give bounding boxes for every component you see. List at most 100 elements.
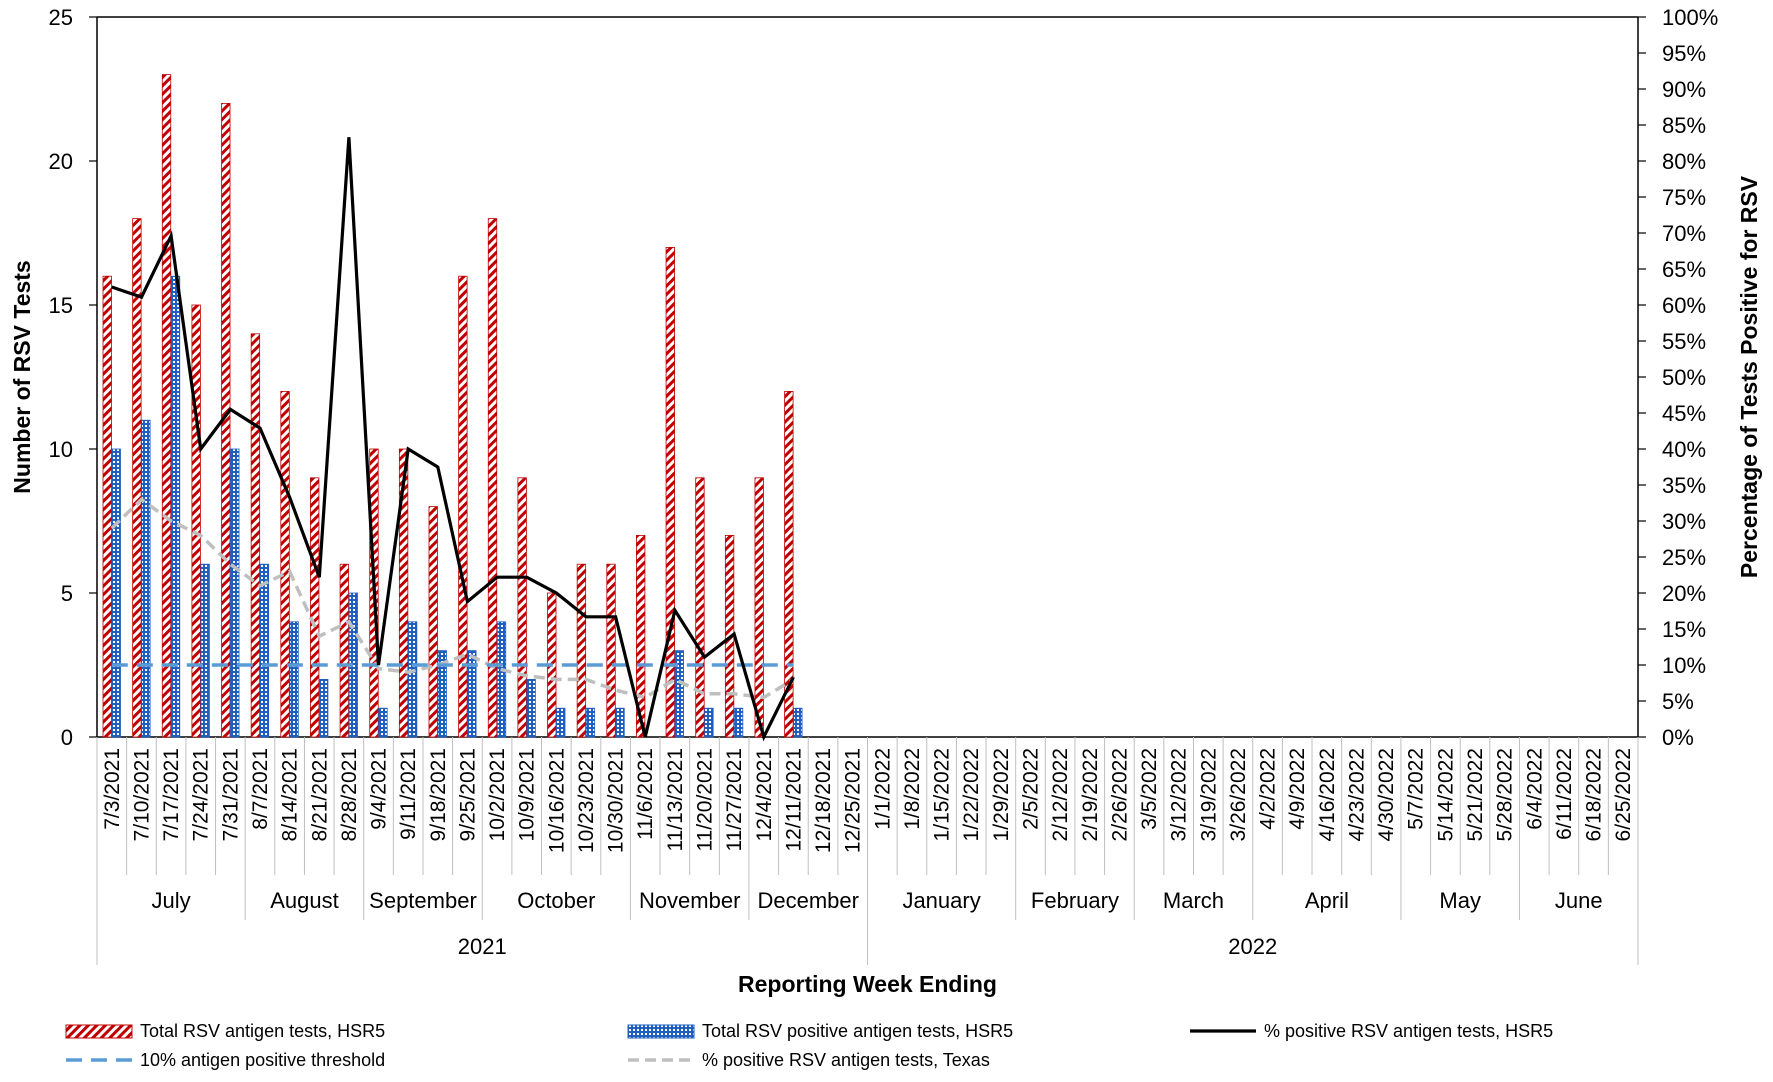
bar-total-tests: [310, 477, 320, 738]
right-tick-label: 35%: [1662, 473, 1706, 498]
right-tick-label: 80%: [1662, 149, 1706, 174]
week-label: 8/28/2021: [338, 748, 361, 841]
week-label: 4/23/2022: [1346, 748, 1369, 841]
left-tick-label: 15: [49, 293, 73, 318]
week-label: 8/21/2021: [308, 748, 331, 841]
week-label: 7/3/2021: [101, 748, 124, 830]
right-tick-label: 40%: [1662, 437, 1706, 462]
lines-layer: [110, 137, 795, 742]
bar-positive-tests: [437, 650, 447, 738]
bar-positive-tests: [526, 679, 536, 738]
bar-total-tests: [191, 304, 201, 738]
week-label: 3/26/2022: [1227, 748, 1250, 841]
week-label: 2/26/2022: [1108, 748, 1131, 841]
bar-positive-tests: [467, 650, 477, 738]
week-label: 1/1/2022: [871, 748, 894, 830]
week-label: 12/11/2021: [782, 748, 805, 852]
right-tick-label: 20%: [1662, 581, 1706, 606]
bar-total-tests: [339, 563, 349, 738]
bar-positive-tests: [289, 621, 299, 738]
week-label: 1/29/2022: [990, 748, 1013, 841]
right-tick-label: 30%: [1662, 509, 1706, 534]
bar-positive-tests: [230, 448, 240, 738]
month-label: June: [1555, 888, 1603, 913]
bar-total-tests: [398, 448, 409, 738]
bar-positive-tests: [733, 707, 744, 738]
week-label: 2/12/2022: [1049, 748, 1072, 841]
right-tick-label: 5%: [1662, 689, 1694, 714]
line-texas-percent-positive: [110, 497, 795, 700]
legend-item: Total RSV positive antigen tests, HSR5: [627, 1021, 1013, 1041]
legend-item: Total RSV antigen tests, HSR5: [65, 1021, 385, 1041]
week-label: 11/20/2021: [694, 748, 717, 852]
week-label: 5/7/2022: [1405, 748, 1428, 830]
week-label: 8/7/2021: [249, 748, 272, 830]
left-tick-label: 10: [49, 437, 73, 462]
week-label: 7/24/2021: [190, 748, 213, 841]
week-label: 10/2/2021: [486, 748, 509, 841]
month-label: December: [757, 888, 858, 913]
left-tick-label: 0: [61, 725, 73, 750]
week-label: 4/2/2022: [1257, 748, 1280, 830]
week-label: 3/19/2022: [1197, 748, 1220, 841]
week-label: 12/18/2021: [812, 748, 835, 853]
legend-label: Total RSV positive antigen tests, HSR5: [702, 1021, 1013, 1041]
month-label: May: [1439, 888, 1481, 913]
year-label: 2021: [458, 934, 507, 959]
right-tick-label: 55%: [1662, 329, 1706, 354]
right-tick-label: 50%: [1662, 365, 1706, 390]
legend-swatch-positive-tests: [627, 1024, 695, 1039]
bar-total-tests: [487, 218, 498, 738]
left-tick-label: 20: [49, 149, 73, 174]
left-tick-label: 5: [61, 581, 73, 606]
week-label: 1/22/2022: [960, 748, 983, 841]
right-tick-label: 60%: [1662, 293, 1706, 318]
left-tick-label: 25: [49, 5, 73, 30]
axes-layer: 0 5 10 15 20 25 0% 5% 10% 15% 20% 25% 30% 35% 40% 45% 50…: [9, 5, 1762, 997]
month-label: March: [1163, 888, 1224, 913]
week-label: 4/16/2022: [1316, 748, 1339, 841]
x-labels-layer: 7/3/2021 7/10/2021 7/17/2021 7/24/2021 7/31/…: [96, 737, 1639, 965]
bar-positive-tests: [585, 707, 596, 738]
bar-positive-tests: [259, 563, 270, 738]
bar-positive-tests: [556, 707, 566, 738]
week-label: 2/19/2022: [1079, 748, 1102, 841]
week-label: 7/17/2021: [160, 748, 183, 841]
right-tick-label: 0%: [1662, 725, 1694, 750]
week-label: 11/6/2021: [634, 748, 657, 840]
week-label: 11/13/2021: [664, 748, 687, 852]
week-label: 5/21/2022: [1464, 748, 1487, 841]
bar-total-tests: [280, 390, 290, 738]
right-tick-label: 15%: [1662, 617, 1706, 642]
week-label: 6/4/2022: [1523, 748, 1546, 830]
week-label: 2/5/2022: [1020, 748, 1043, 830]
week-label: 7/31/2021: [219, 748, 242, 841]
week-label: 9/18/2021: [427, 748, 450, 841]
bar-total-tests: [665, 246, 675, 738]
bar-total-tests: [754, 477, 764, 738]
week-label: 8/14/2021: [279, 748, 302, 841]
left-axis-title: Number of RSV Tests: [9, 260, 35, 493]
week-label: 9/4/2021: [368, 748, 391, 830]
month-label: September: [369, 888, 477, 913]
week-label: 10/30/2021: [605, 748, 628, 853]
week-label: 12/25/2021: [842, 748, 865, 853]
bar-positive-tests: [319, 679, 329, 738]
bar-positive-tests: [704, 707, 714, 738]
legend-label: % positive RSV antigen tests, HSR5: [1264, 1021, 1553, 1041]
right-tick-label: 75%: [1662, 185, 1706, 210]
bar-positive-tests: [407, 621, 418, 738]
week-label: 1/15/2022: [931, 748, 954, 841]
legend-item: % positive RSV antigen tests, Texas: [628, 1050, 990, 1070]
week-label: 10/16/2021: [545, 748, 568, 853]
week-label: 3/12/2022: [1168, 748, 1191, 841]
bar-total-tests: [102, 275, 112, 738]
bar-total-tests: [636, 535, 646, 738]
bar-positive-tests: [615, 707, 625, 738]
week-label: 7/10/2021: [131, 748, 154, 841]
right-tick-label: 70%: [1662, 221, 1706, 246]
bar-positive-tests: [111, 448, 121, 738]
bar-positive-tests: [793, 707, 803, 738]
